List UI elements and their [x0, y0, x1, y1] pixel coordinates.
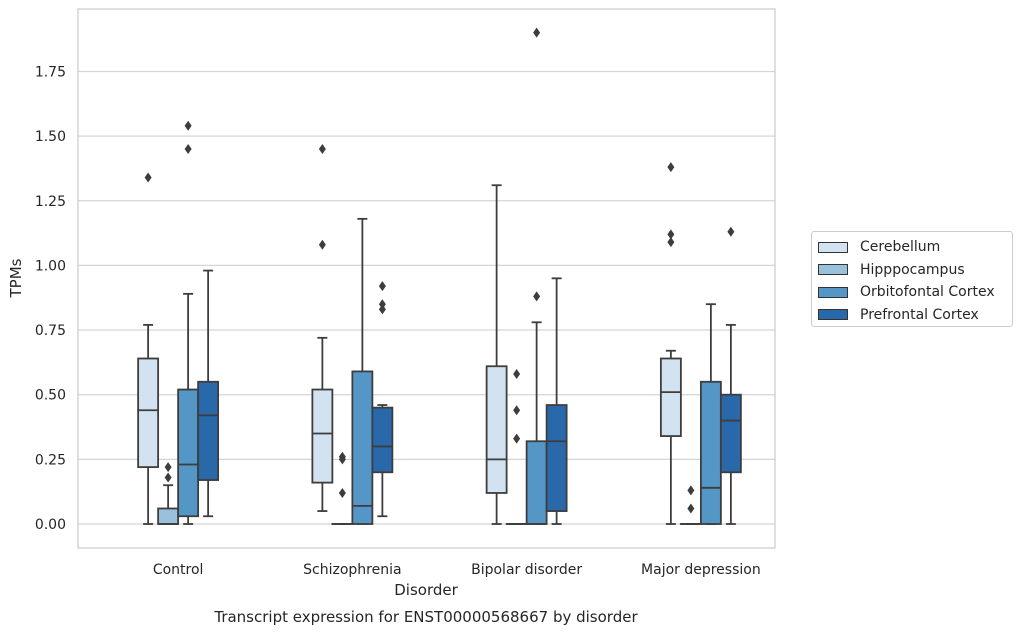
- legend-label: Cerebellum: [860, 239, 941, 256]
- outlier-point: [144, 172, 152, 183]
- legend-label: Hipppocampus: [860, 261, 965, 278]
- outlier-point: [338, 451, 346, 462]
- legend-label: Orbitofontal Cortex: [860, 284, 995, 301]
- legend-item: Orbitofontal Cortex: [818, 281, 1012, 304]
- box-iqr: [157, 507, 180, 525]
- legend-swatch: [818, 309, 848, 321]
- outlier-point: [667, 237, 675, 248]
- outlier-point: [378, 304, 386, 315]
- y-tick-label: 1.50: [35, 129, 66, 145]
- box-iqr: [699, 380, 722, 525]
- box-iqr: [485, 365, 508, 494]
- box-iqr: [525, 440, 548, 525]
- box-iqr: [545, 404, 568, 512]
- outlier-point: [378, 299, 386, 310]
- y-tick-label: 1.75: [35, 64, 66, 80]
- legend-item: Cerebellum: [818, 236, 1012, 259]
- legend-item: Hipppocampus: [818, 259, 1012, 282]
- outlier-point: [164, 472, 172, 483]
- outlier-point: [667, 162, 675, 173]
- outlier-point: [378, 281, 386, 292]
- y-tick-label: 0.25: [35, 452, 66, 468]
- outlier-point: [687, 485, 695, 496]
- outlier-point: [687, 503, 695, 514]
- legend: Cerebellum Hipppocampus Orbitofontal Corte…: [811, 231, 1013, 327]
- outlier-point: [318, 239, 326, 250]
- y-tick-label: 0.50: [35, 388, 66, 404]
- y-tick-label: 1.25: [35, 194, 66, 210]
- box-plot-marks: [137, 27, 742, 525]
- outlier-point: [533, 291, 541, 302]
- outlier-point: [513, 405, 521, 416]
- outlier-point: [533, 27, 541, 38]
- box-iqr: [177, 388, 200, 518]
- box-iqr: [371, 406, 394, 474]
- outlier-point: [338, 487, 346, 498]
- x-tick-label: Schizophrenia: [303, 562, 401, 578]
- x-tick-labels: Control Schizophrenia Bipolar disorder Majo…: [153, 562, 761, 578]
- x-tick-label: Bipolar disorder: [471, 562, 582, 578]
- legend-label: Prefrontal Cortex: [860, 306, 979, 323]
- outlier-point: [513, 369, 521, 380]
- y-axis-label: TPMs: [7, 258, 25, 298]
- outlier-point: [184, 120, 192, 131]
- x-tick-label: Control: [153, 562, 204, 578]
- box-iqr: [311, 388, 334, 484]
- legend-swatch: [818, 286, 848, 298]
- outlier-point: [513, 433, 521, 444]
- y-tick-label: 1.00: [35, 258, 66, 274]
- outlier-point: [164, 462, 172, 473]
- box-iqr: [137, 357, 160, 469]
- chart-title: Transcript expression for ENST0000056866…: [213, 608, 638, 626]
- outlier-point: [318, 144, 326, 155]
- outlier-point: [727, 226, 735, 237]
- box-iqr: [197, 380, 220, 481]
- legend-item: Prefrontal Cortex: [818, 304, 1012, 327]
- plot-frame: [77, 8, 776, 549]
- box-iqr: [659, 357, 682, 437]
- outlier-point: [667, 229, 675, 240]
- box-iqr: [719, 393, 742, 474]
- y-tick-label: 0.75: [35, 323, 66, 339]
- x-axis-label: Disorder: [394, 581, 458, 599]
- legend-swatch: [818, 264, 848, 276]
- y-tick-label: 0.00: [35, 517, 66, 533]
- box-iqr: [351, 370, 374, 525]
- legend-swatch: [818, 241, 848, 253]
- x-tick-label: Major depression: [641, 562, 761, 578]
- outlier-point: [184, 144, 192, 155]
- y-tick-labels: 0.00 0.25 0.50 0.75 1.00 1.25 1.50 1.75: [35, 64, 66, 533]
